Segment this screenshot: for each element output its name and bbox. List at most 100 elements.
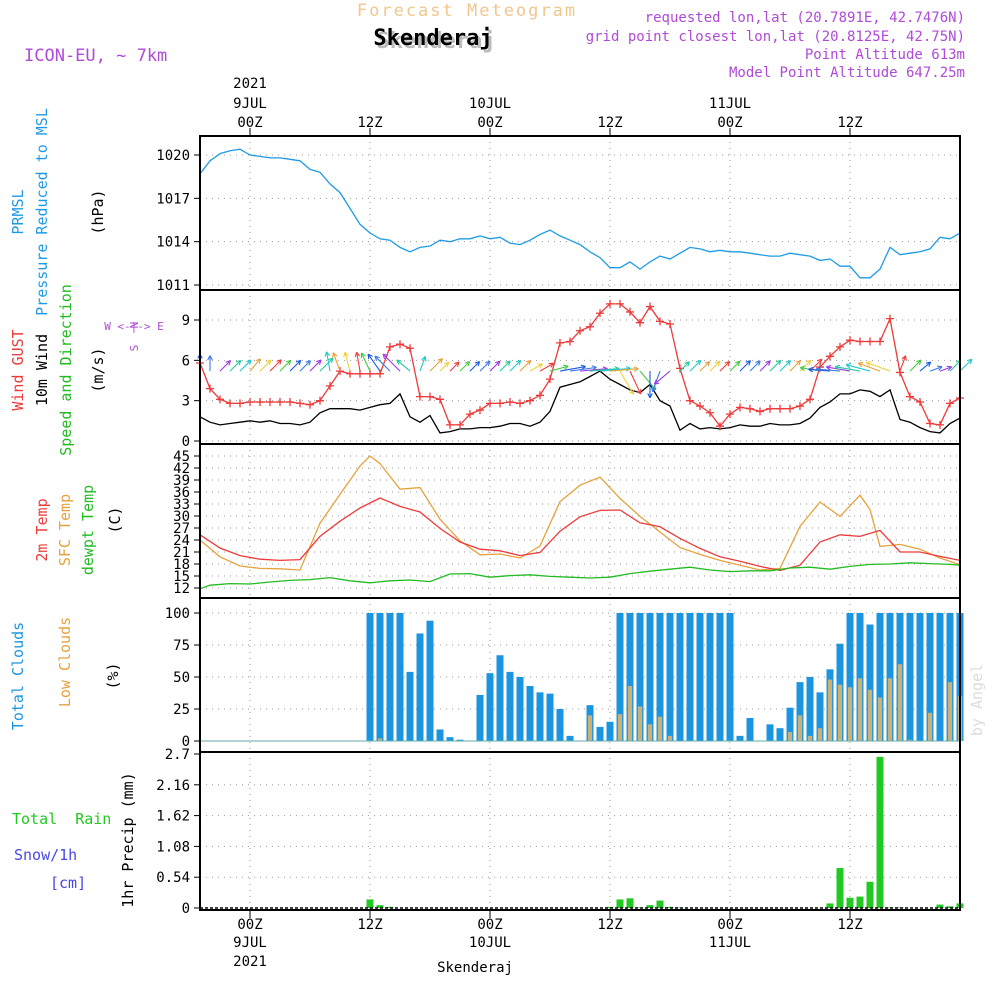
wind-ytick-label: 0 bbox=[182, 434, 190, 450]
wind-arrow-head bbox=[684, 361, 690, 367]
bottom-time-label: 2021 bbox=[233, 954, 267, 970]
wind-arrow-head bbox=[305, 360, 311, 366]
total-cloud-bar bbox=[476, 694, 484, 741]
pressure-label-2: Pressure Reduced to MSL bbox=[33, 108, 51, 316]
top-time-label: 10JUL bbox=[469, 96, 511, 112]
wind-arrow bbox=[689, 359, 702, 372]
wind-arrow-head bbox=[805, 359, 812, 366]
wind-unit: (m/s) bbox=[89, 347, 107, 392]
temp-panel-frame bbox=[199, 443, 961, 599]
rain-bar bbox=[876, 756, 884, 908]
wind-arrow bbox=[909, 359, 922, 372]
total-cloud-bar bbox=[766, 724, 774, 741]
rain-bar bbox=[616, 899, 624, 908]
wind-arrow bbox=[449, 361, 460, 372]
gust-marker bbox=[376, 369, 384, 378]
wind-arrow bbox=[429, 358, 443, 372]
wind-arrow bbox=[319, 357, 334, 372]
rain-bar bbox=[836, 868, 844, 908]
total-cloud-bar bbox=[866, 624, 874, 741]
top-time-label: 00Z bbox=[237, 115, 262, 131]
wind-arrow bbox=[749, 360, 761, 372]
temp-ytick-label: 33 bbox=[173, 497, 190, 513]
wind-arrow-head bbox=[328, 357, 334, 364]
grid-layer bbox=[200, 136, 960, 910]
wind-arrow-head bbox=[946, 365, 953, 371]
wind-arrow bbox=[816, 368, 841, 372]
wind-arrow bbox=[229, 359, 242, 372]
temp-ytick-label: 18 bbox=[173, 557, 190, 573]
wind-arrow bbox=[569, 366, 597, 372]
total-cloud-bar bbox=[396, 613, 404, 741]
wind-ytick-label: 6 bbox=[182, 353, 190, 369]
total-cloud-bar bbox=[746, 717, 754, 741]
total-cloud-bar bbox=[506, 671, 514, 741]
wind-arrow-head bbox=[636, 388, 642, 395]
low-cloud-bar bbox=[897, 664, 903, 741]
low-cloud-bar bbox=[667, 735, 673, 741]
gust-marker bbox=[836, 342, 844, 351]
rain-bar bbox=[946, 906, 954, 908]
wind-arrow-head bbox=[382, 353, 388, 360]
wind-arrow bbox=[396, 359, 411, 372]
wind-arrow bbox=[509, 359, 522, 372]
wind-arrow bbox=[332, 352, 341, 372]
bottom-time-label: 00Z bbox=[477, 917, 502, 933]
top-time-label: 11JUL bbox=[709, 96, 751, 112]
low-cloud-bar bbox=[797, 715, 803, 741]
total-cloud-bar bbox=[596, 726, 604, 741]
total-cloud-bar bbox=[716, 613, 724, 741]
wind-arrow-head bbox=[525, 359, 532, 366]
wind-arrow-head bbox=[443, 361, 450, 368]
gust-marker bbox=[696, 402, 704, 411]
low-cloud-bar bbox=[817, 728, 823, 741]
gust-marker bbox=[456, 420, 464, 429]
total-cloud-bar bbox=[446, 737, 454, 741]
total-cloud-bar bbox=[936, 613, 944, 741]
wind-arrow bbox=[367, 353, 381, 372]
total-cloud-bar bbox=[786, 707, 794, 741]
gust-marker bbox=[606, 299, 614, 308]
wind-arrow bbox=[374, 355, 391, 372]
compass-we: W <-|-> E bbox=[104, 320, 164, 333]
wind-arrow bbox=[326, 351, 331, 372]
bottom-time-label: 00Z bbox=[237, 917, 262, 933]
wind-arrow bbox=[519, 359, 532, 372]
gust-marker bbox=[946, 399, 954, 408]
total-cloud-bar bbox=[526, 685, 534, 741]
gust-marker bbox=[776, 404, 784, 413]
wind-arrow-head bbox=[695, 359, 702, 366]
gust-marker bbox=[346, 369, 354, 378]
rain-bar bbox=[856, 896, 864, 908]
total-cloud-bar bbox=[846, 613, 854, 741]
location-title: Skenderaj bbox=[373, 26, 492, 51]
total-cloud-bar bbox=[516, 677, 524, 741]
wind-arrow-head bbox=[916, 359, 922, 365]
wind-arrow-head bbox=[367, 353, 373, 360]
wind-arrow bbox=[309, 359, 322, 372]
data-layer bbox=[196, 148, 973, 909]
gust-marker bbox=[596, 309, 604, 318]
gust-marker bbox=[856, 337, 864, 346]
total-cloud-bar bbox=[706, 613, 714, 741]
total-cloud-bar bbox=[626, 613, 634, 741]
footer-location: Skenderaj bbox=[437, 960, 513, 976]
gust-marker bbox=[436, 395, 444, 404]
wind-arrow bbox=[279, 359, 292, 372]
gust-marker bbox=[906, 392, 914, 401]
watermark: by Angel bbox=[968, 664, 986, 736]
wind-arrow-head bbox=[316, 359, 322, 365]
wind-arrow bbox=[356, 352, 361, 372]
temp-2m-label: 2m Temp bbox=[33, 498, 51, 561]
gust-marker bbox=[746, 404, 754, 413]
total-cloud-bar bbox=[406, 671, 414, 741]
low-cloud-bar bbox=[947, 682, 953, 741]
pressure-line bbox=[199, 148, 951, 279]
wind-arrow-head bbox=[755, 360, 761, 366]
wind-arrow bbox=[949, 359, 962, 372]
wind-arrow-head bbox=[901, 355, 907, 361]
wind-arrow-head bbox=[437, 358, 443, 364]
total-cloud-bar bbox=[486, 673, 494, 741]
total-cloud-bar bbox=[776, 728, 784, 741]
wind-arrow-head bbox=[714, 360, 721, 367]
